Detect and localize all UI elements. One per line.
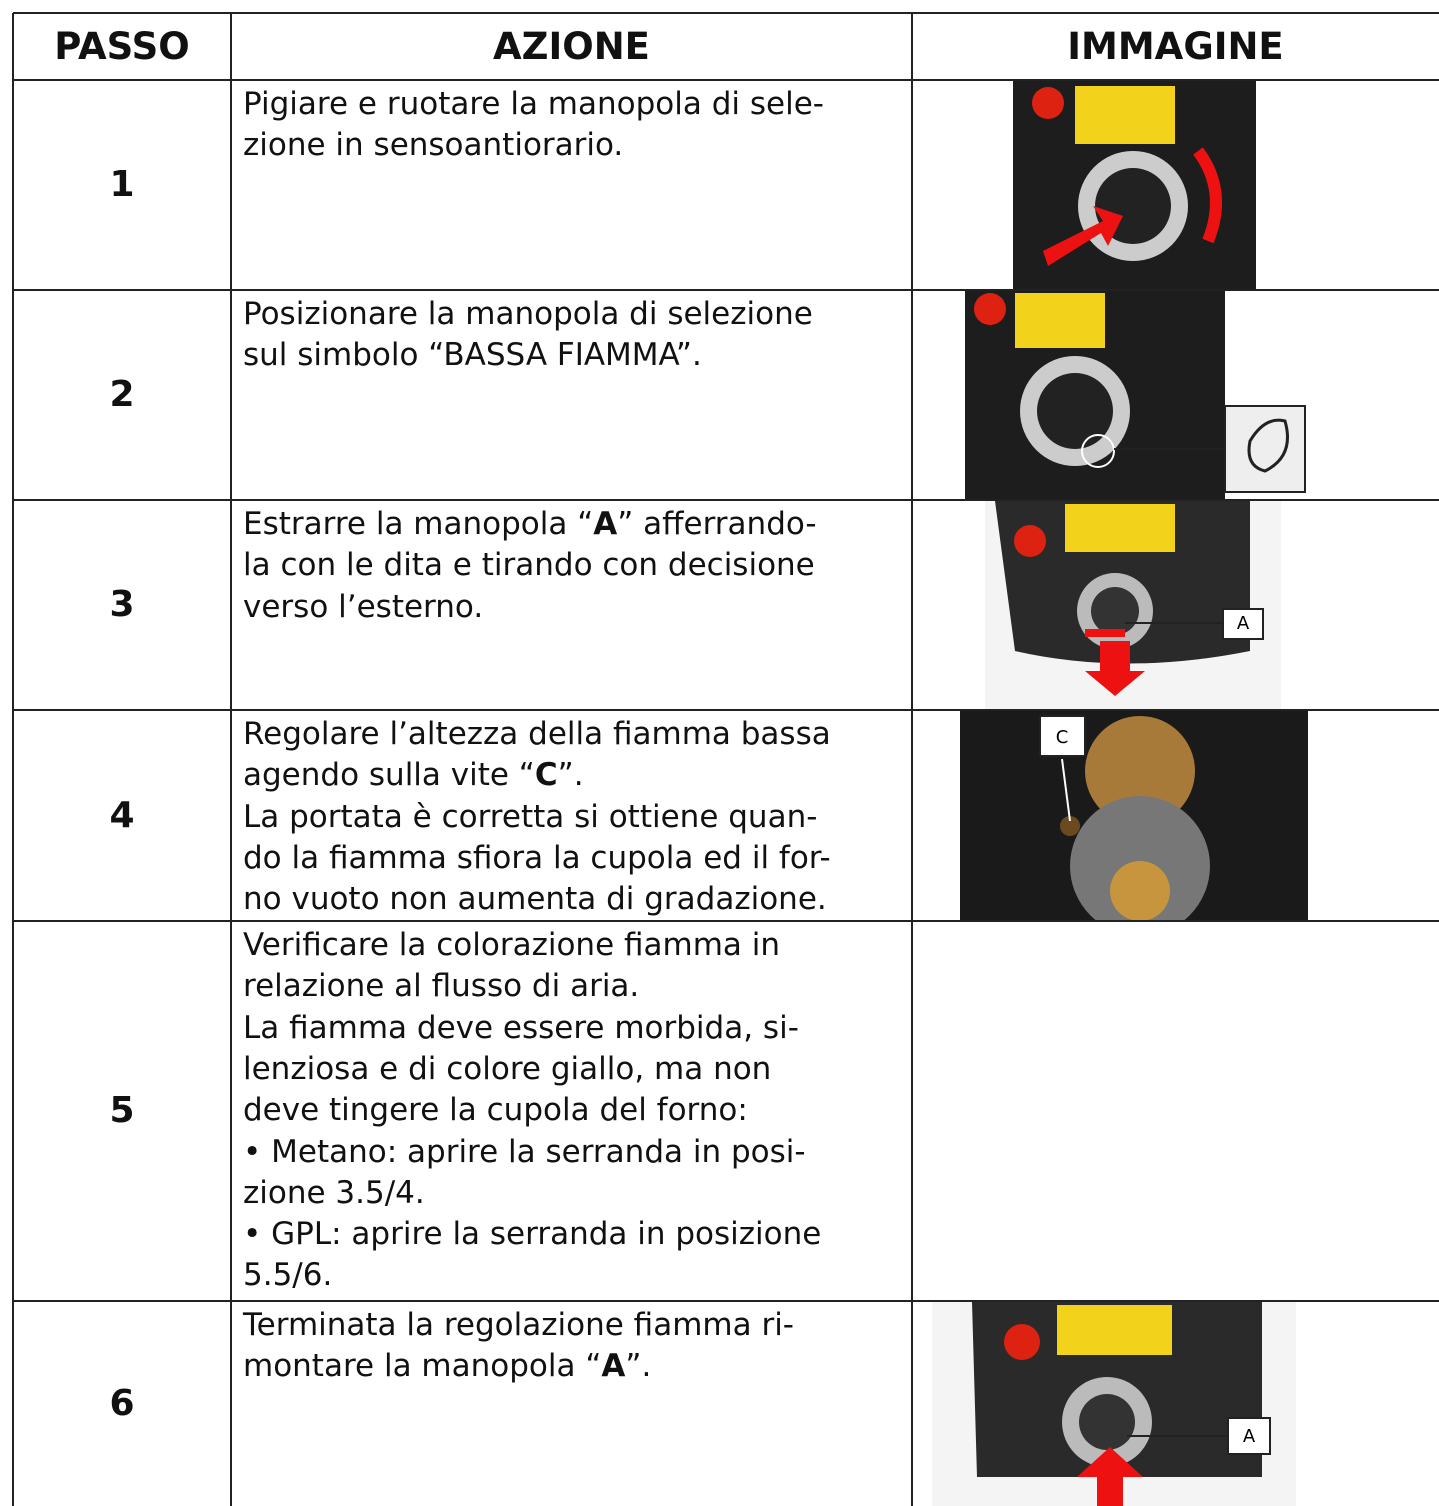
image-knob-position — [965, 291, 1306, 499]
text: ”. — [557, 757, 584, 794]
action-line: zione 3.5/4. — [243, 1174, 425, 1211]
action-line: • GPL: aprire la serranda in posizione — [243, 1216, 822, 1253]
action-line: sul simbolo “BASSA FIAMMA”. — [243, 337, 702, 374]
action-line: no vuoto non aumenta di gradazione. — [243, 881, 827, 918]
text: ” afferrando- — [617, 506, 817, 542]
image-knob-rotate — [1013, 81, 1256, 290]
table-rule — [13, 12, 1439, 14]
action-line: montare la manopola “A”. — [243, 1346, 651, 1387]
step-number: 1 — [109, 164, 135, 205]
table-rule — [230, 13, 232, 1506]
action-line: deve tingere la cupola del forno: — [243, 1092, 748, 1129]
action-line: relazione al flusso di aria. — [243, 968, 640, 1005]
action-line: La fiamma deve essere morbida, si- — [243, 1009, 799, 1046]
bold-text: A — [593, 506, 618, 542]
action-line: do la fiamma sfiora la cupola ed il for- — [243, 839, 831, 876]
table-rule — [13, 289, 1439, 291]
image-callout: A — [1243, 1426, 1256, 1447]
action-line: Terminata la regolazione fiamma ri- — [243, 1307, 794, 1343]
bold-text: A — [601, 1348, 626, 1385]
table-rule — [911, 13, 913, 1506]
header-cell: PASSO — [54, 25, 190, 68]
image-valve-screw: C — [960, 711, 1308, 921]
table-rule — [12, 13, 14, 1506]
table-rule — [13, 1300, 1439, 1302]
action-line: verso l’esterno. — [243, 588, 484, 625]
action-line: la con le dita e tirando con decisione — [243, 547, 815, 584]
action-line: agendo sulla vite “C”. — [243, 755, 584, 796]
table-rule — [13, 499, 1439, 501]
text: montare la manopola “ — [243, 1348, 602, 1385]
table-rule — [13, 920, 1439, 922]
text: agendo sulla vite “ — [243, 757, 535, 794]
text: ”. — [625, 1348, 652, 1385]
image-knob-extract: A — [985, 501, 1281, 710]
header-cell: IMMAGINE — [1067, 25, 1284, 68]
action-line: Verificare la colorazione fiamma in — [243, 927, 781, 963]
table-rule — [13, 79, 1439, 81]
step-number: 6 — [109, 1382, 135, 1424]
bold-text: C — [534, 757, 558, 794]
table-rule — [13, 709, 1439, 711]
action-line: lenziosa e di colore giallo, ma non — [243, 1050, 772, 1087]
step-number: 2 — [109, 374, 135, 415]
action-line: Pigiare e ruotare la manopola di sele- — [243, 86, 824, 122]
text: Estrarre la manopola “ — [243, 506, 594, 542]
image-callout: A — [1237, 613, 1250, 634]
header-cell: AZIONE — [493, 25, 650, 68]
action-line: La portata è corretta si ottiene quan- — [243, 798, 818, 835]
step-number: 5 — [109, 1090, 135, 1131]
action-line: Estrarre la manopola “A” afferrando- — [243, 504, 817, 545]
action-line: zione in sensoantiorario. — [243, 127, 624, 164]
image-callout: C — [1056, 727, 1069, 748]
action-line: Regolare l’altezza della fiamma bassa — [243, 716, 831, 752]
action-line: 5.5/6. — [243, 1257, 333, 1294]
step-number: 3 — [109, 584, 135, 625]
action-line: Posizionare la manopola di selezione — [243, 296, 813, 332]
image-knob-refit: A — [932, 1302, 1296, 1506]
action-line: • Metano: aprire la serranda in posi- — [243, 1133, 806, 1170]
step-number: 4 — [109, 794, 135, 836]
